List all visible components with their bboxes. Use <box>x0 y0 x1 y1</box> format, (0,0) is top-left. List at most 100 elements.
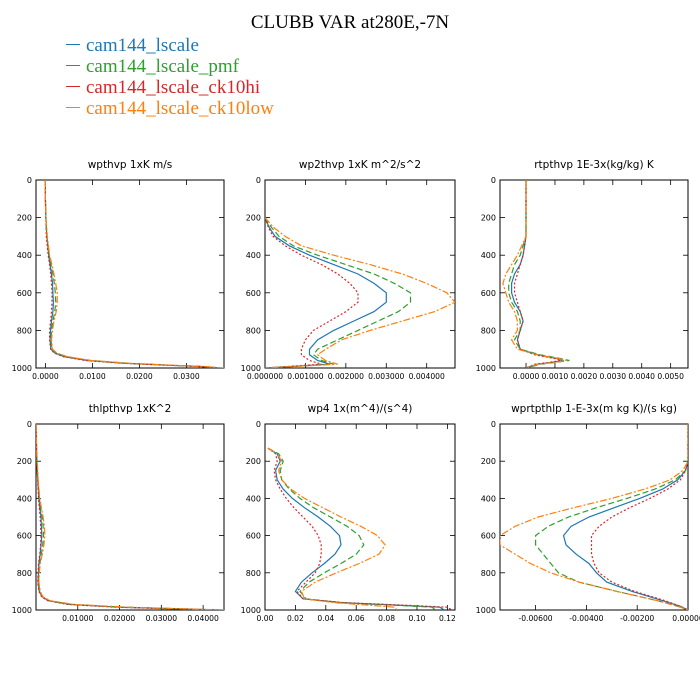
series-line-cam144_lscale <box>562 424 688 610</box>
y-tick-label: 400 <box>17 494 32 503</box>
y-tick-label: 400 <box>481 494 496 503</box>
series-line-cam144_lscale_ck10hi <box>265 217 359 368</box>
plot-frame <box>499 179 689 369</box>
series-line-cam144_lscale_ck10hi <box>36 424 216 610</box>
series-line-cam144_lscale_pmf <box>534 424 688 610</box>
legend-label: cam144_lscale_ck10low <box>86 98 274 119</box>
x-tick-label: 0.0000 <box>513 372 540 381</box>
y-tick-label: 800 <box>17 569 32 578</box>
x-tick-label: 0.04000 <box>187 614 219 623</box>
plot-frame <box>35 423 225 611</box>
x-tick-label: 0.00000 <box>672 614 700 623</box>
x-tick-label: 0.0020 <box>571 372 598 381</box>
series-line-cam144_lscale <box>36 424 220 610</box>
y-tick-label: 800 <box>246 569 261 578</box>
panel-2: wp2thvp 1xK m^2/s^2020040060080010000.00… <box>241 159 456 381</box>
y-tick-label: 0 <box>256 420 261 429</box>
x-tick-label: 0.0100 <box>79 372 106 381</box>
x-tick-label: 0.10 <box>409 614 426 623</box>
x-tick-label: 0.04 <box>317 614 334 623</box>
series-line-cam144_lscale <box>267 447 445 610</box>
y-tick-label: 1000 <box>12 606 32 615</box>
x-tick-label: 0.0040 <box>628 372 655 381</box>
legend-swatch <box>66 44 80 46</box>
x-tick-label: 0.0050 <box>657 372 684 381</box>
x-tick-label: 0.0200 <box>126 372 153 381</box>
series-line-cam144_lscale_ck10hi <box>590 424 688 610</box>
plot-frame <box>35 179 225 369</box>
plot-frame <box>264 179 456 369</box>
series-line-cam144_lscale_pmf <box>265 217 412 368</box>
legend-label: cam144_lscale <box>86 35 199 56</box>
y-tick-label: 600 <box>246 532 261 541</box>
x-tick-label: -0.00400 <box>569 614 603 623</box>
series-line-cam144_lscale_pmf <box>36 424 224 610</box>
y-tick-label: 800 <box>481 326 496 335</box>
x-tick-label: 0.001000 <box>287 372 323 381</box>
x-tick-label: 0.0030 <box>600 372 627 381</box>
series-line-cam144_lscale_pmf <box>44 180 222 368</box>
y-tick-label: 600 <box>481 532 496 541</box>
x-tick-label: 0.000000 <box>247 372 283 381</box>
series-line-cam144_lscale_ck10low <box>502 180 567 368</box>
x-tick-label: 0.0300 <box>173 372 200 381</box>
y-tick-label: 200 <box>17 214 32 223</box>
series-line-cam144_lscale_ck10low <box>265 217 455 368</box>
y-tick-label: 1000 <box>241 364 261 373</box>
panel-3: rtpthvp 1E-3x(kg/kg) K 0 200 400 600 800 1000 0… <box>476 159 689 381</box>
y-tick-label: 400 <box>246 494 261 503</box>
legend-label: cam144_lscale_ck10hi <box>86 77 261 98</box>
legend-swatch <box>66 107 80 109</box>
y-tick-label: 200 <box>246 214 261 223</box>
y-tick-label: 600 <box>17 532 32 541</box>
y-tick-label: 1000 <box>476 364 496 373</box>
legend-item-lscale: cam144_lscale <box>66 36 199 56</box>
legend-swatch <box>66 86 80 88</box>
x-tick-label: -0.00200 <box>620 614 654 623</box>
x-tick-label: 0.0010 <box>542 372 569 381</box>
x-tick-label: 0.003000 <box>368 372 404 381</box>
y-tick-label: 0 <box>27 176 32 185</box>
y-tick-label: 400 <box>481 251 496 260</box>
series-line-cam144_lscale_ck10low <box>500 424 688 610</box>
y-tick-label: 0 <box>27 420 32 429</box>
y-tick-label: 800 <box>246 326 261 335</box>
figure-title: CLUBB VAR at280E,-7N <box>250 12 450 33</box>
x-tick-label: 0.0000 <box>32 372 59 381</box>
x-tick-label: 0.002000 <box>328 372 364 381</box>
y-tick-label: 200 <box>17 457 32 466</box>
series-line-cam144_lscale <box>511 180 564 368</box>
x-tick-label: -0.00600 <box>518 614 552 623</box>
legend-item-lscale-pmf: cam144_lscale_pmf <box>66 57 239 77</box>
series-line-cam144_lscale_ck10hi <box>44 180 218 368</box>
panel-title: wp4 1x(m^4)/(s^4) <box>308 403 413 415</box>
series-line-cam144_lscale_ck10low <box>267 447 398 610</box>
series-line-cam144_lscale <box>44 180 220 368</box>
panel-title: rtpthvp 1E-3x(kg/kg) K <box>534 159 655 171</box>
y-tick-label: 600 <box>17 289 32 298</box>
panel-title: wp2thvp 1xK m^2/s^2 <box>299 159 421 171</box>
panel-title: wprtpthlp 1-E-3x(m kg K)/(s kg) <box>511 403 677 415</box>
series-line-cam144_lscale_ck10hi <box>267 447 453 610</box>
panel-title: thlpthvp 1xK^2 <box>89 403 172 415</box>
y-tick-label: 600 <box>481 289 496 298</box>
x-tick-label: 0.004000 <box>409 372 445 381</box>
panel-title: wpthvp 1xK m/s <box>88 159 173 171</box>
series-line-cam144_lscale_pmf <box>508 180 570 368</box>
panel-4: thlpthvp 1xK^2 0 200 400 600 800 1000 0.01000 0.… <box>12 403 225 623</box>
y-tick-label: 0 <box>256 176 261 185</box>
y-tick-label: 0 <box>491 176 496 185</box>
x-tick-label: 0.02 <box>287 614 304 623</box>
legend-label: cam144_lscale_pmf <box>86 56 240 77</box>
plot-frame <box>264 423 456 611</box>
series-line-cam144_lscale_ck10low <box>44 180 224 368</box>
x-tick-label: 0.02000 <box>104 614 136 623</box>
x-tick-label: 0.08 <box>378 614 395 623</box>
y-tick-label: 0 <box>491 420 496 429</box>
series-line-cam144_lscale_ck10low <box>36 424 224 610</box>
legend-swatch <box>66 65 80 67</box>
plot-frame <box>499 423 689 611</box>
